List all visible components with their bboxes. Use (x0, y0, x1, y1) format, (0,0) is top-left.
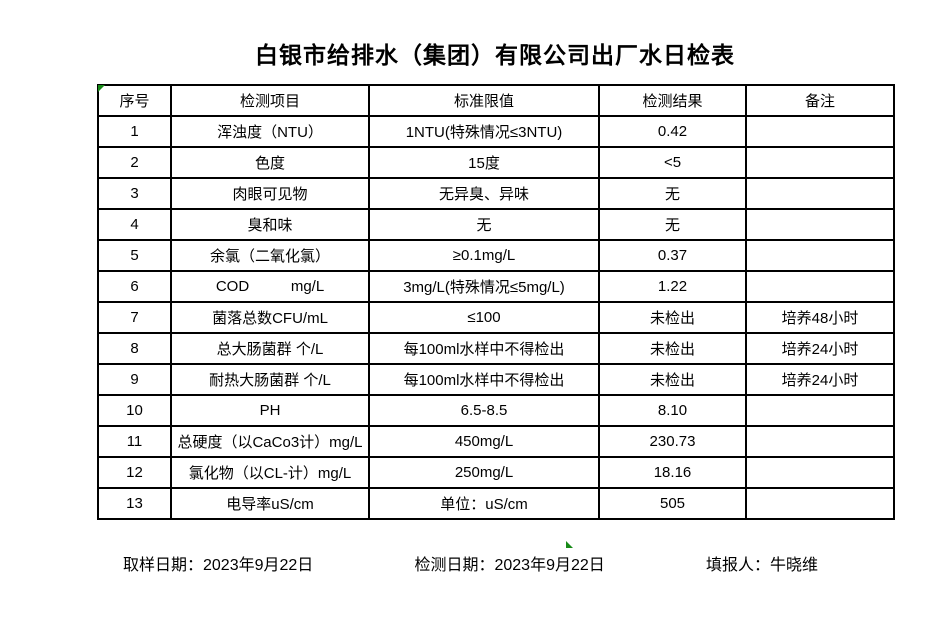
table-cell (745, 456, 895, 489)
table-cell: 8 (97, 332, 172, 365)
table-cell: 230.73 (598, 425, 747, 458)
table-cell: 18.16 (598, 456, 747, 489)
table-cell: 培养24小时 (745, 332, 895, 365)
table-cell: 总大肠菌群 个/L (170, 332, 370, 365)
table-cell: 培养48小时 (745, 301, 895, 334)
table-cell: 7 (97, 301, 172, 334)
table-cell: 12 (97, 456, 172, 489)
table-row: 6 COD mg/L 3mg/L(特殊情况≤5mg/L) 1.22 (97, 270, 895, 303)
table-cell: 0.42 (598, 115, 747, 148)
table-cell (745, 208, 895, 241)
table-cell: 1 (97, 115, 172, 148)
table-cell (745, 239, 895, 272)
table-row: 11 总硬度（以CaCo3计）mg/L 450mg/L 230.73 (97, 425, 895, 458)
column-header-limit: 标准限值 (368, 84, 600, 117)
inspection-table: 序号 检测项目 标准限值 检测结果 备注 1 浑浊度（NTU） 1NTU(特殊情… (97, 84, 895, 520)
table-cell: 总硬度（以CaCo3计）mg/L (170, 425, 370, 458)
table-cell: 电导率uS/cm (170, 487, 370, 520)
table-cell: 0.37 (598, 239, 747, 272)
table-row: 4 臭和味 无 无 (97, 208, 895, 241)
table-row: 1 浑浊度（NTU） 1NTU(特殊情况≤3NTU) 0.42 (97, 115, 895, 148)
green-corner-marker-icon (98, 85, 105, 92)
table-cell: 菌落总数CFU/mL (170, 301, 370, 334)
table-row: 13 电导率uS/cm 单位：uS/cm 505 (97, 487, 895, 520)
table-row: 10 PH 6.5-8.5 8.10 (97, 394, 895, 427)
table-row: 12 氯化物（以CL-计）mg/L 250mg/L 18.16 (97, 456, 895, 489)
page-title: 白银市给排水（集团）有限公司出厂水日检表 (255, 42, 735, 68)
table-cell: 10 (97, 394, 172, 427)
table-cell: 1.22 (598, 270, 747, 303)
table-cell (745, 115, 895, 148)
table-cell (745, 177, 895, 210)
table-cell: <5 (598, 146, 747, 179)
column-header-seq: 序号 (97, 84, 172, 117)
table-cell: 未检出 (598, 363, 747, 396)
table-cell: 6 (97, 270, 172, 303)
table-cell: 1NTU(特殊情况≤3NTU) (368, 115, 600, 148)
table-cell: 单位：uS/cm (368, 487, 600, 520)
table-cell: 4 (97, 208, 172, 241)
table-cell: 每100ml水样中不得检出 (368, 363, 600, 396)
test-date: 检测日期：2023年9月22日 (414, 557, 605, 574)
table-cell (745, 425, 895, 458)
table-cell: 11 (97, 425, 172, 458)
table-cell: COD mg/L (170, 270, 370, 303)
table-cell: 培养24小时 (745, 363, 895, 396)
table-row: 5 余氯（二氧化氯） ≥0.1mg/L 0.37 (97, 239, 895, 272)
table-cell: 无 (368, 208, 600, 241)
table-cell: 浑浊度（NTU） (170, 115, 370, 148)
table-cell (745, 394, 895, 427)
table-row: 8 总大肠菌群 个/L 每100ml水样中不得检出 未检出 培养24小时 (97, 332, 895, 365)
table-cell: 3 (97, 177, 172, 210)
table-cell: 250mg/L (368, 456, 600, 489)
table-cell: 505 (598, 487, 747, 520)
column-header-result: 检测结果 (598, 84, 747, 117)
table-cell: 9 (97, 363, 172, 396)
table-cell: 肉眼可见物 (170, 177, 370, 210)
table-cell: 耐热大肠菌群 个/L (170, 363, 370, 396)
column-header-item: 检测项目 (170, 84, 370, 117)
table-cell: 5 (97, 239, 172, 272)
table-cell: 余氯（二氧化氯） (170, 239, 370, 272)
table-cell: 15度 (368, 146, 600, 179)
table-cell (745, 270, 895, 303)
header-row: 序号 检测项目 标准限值 检测结果 备注 (97, 84, 895, 117)
table-row: 2 色度 15度 <5 (97, 146, 895, 179)
table-cell (745, 487, 895, 520)
table-cell: 氯化物（以CL-计）mg/L (170, 456, 370, 489)
table-cell: ≥0.1mg/L (368, 239, 600, 272)
table-cell: 2 (97, 146, 172, 179)
reporter: 填报人：牛晓维 (705, 557, 818, 574)
sampling-date: 取样日期：2023年9月22日 (123, 557, 314, 574)
green-bottom-marker-icon (566, 541, 573, 548)
table-cell: PH (170, 394, 370, 427)
table-cell: 无异臭、异味 (368, 177, 600, 210)
table-cell (745, 146, 895, 179)
table-cell: 未检出 (598, 301, 747, 334)
table-cell: 3mg/L(特殊情况≤5mg/L) (368, 270, 600, 303)
table-cell: 每100ml水样中不得检出 (368, 332, 600, 365)
table-row: 3 肉眼可见物 无异臭、异味 无 (97, 177, 895, 210)
table-cell: 无 (598, 177, 747, 210)
table-cell: 13 (97, 487, 172, 520)
table-row: 7 菌落总数CFU/mL ≤100 未检出 培养48小时 (97, 301, 895, 334)
table-area: 序号 检测项目 标准限值 检测结果 备注 1 浑浊度（NTU） 1NTU(特殊情… (97, 84, 895, 520)
table-cell: 未检出 (598, 332, 747, 365)
table-cell: 臭和味 (170, 208, 370, 241)
table-cell: 450mg/L (368, 425, 600, 458)
table-cell: 8.10 (598, 394, 747, 427)
column-header-remark: 备注 (745, 84, 895, 117)
table-cell: ≤100 (368, 301, 600, 334)
table-cell: 6.5-8.5 (368, 394, 600, 427)
footer: 取样日期：2023年9月22日 检测日期：2023年9月22日 填报人：牛晓维 (97, 551, 893, 575)
table-row: 9 耐热大肠菌群 个/L 每100ml水样中不得检出 未检出 培养24小时 (97, 363, 895, 396)
table-cell: 无 (598, 208, 747, 241)
table-cell: 色度 (170, 146, 370, 179)
